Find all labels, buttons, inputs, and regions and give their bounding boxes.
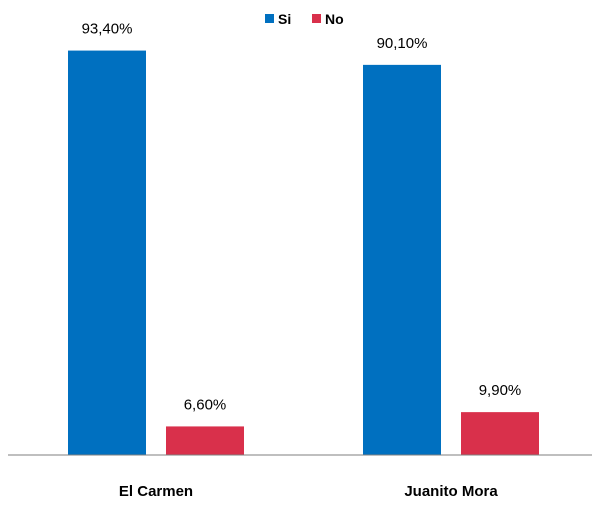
- bar-no-0: [166, 426, 244, 455]
- category-label-0: El Carmen: [119, 483, 193, 500]
- legend-swatch-no: [312, 14, 321, 23]
- bar-si-1: [363, 64, 441, 455]
- bars: [68, 50, 539, 455]
- legend-label-si: Si: [278, 11, 291, 27]
- value-labels: 93,40% 90,10% 6,60% 9,90%: [82, 21, 522, 414]
- value-label-no-0: 6,60%: [184, 396, 227, 413]
- legend-label-no: No: [325, 11, 344, 27]
- value-label-si-1: 90,10%: [377, 35, 428, 52]
- legend: Si No: [265, 11, 344, 27]
- category-labels: El Carmen Juanito Mora: [119, 483, 498, 500]
- legend-swatch-si: [265, 14, 274, 23]
- category-label-1: Juanito Mora: [404, 483, 498, 500]
- value-label-si-0: 93,40%: [82, 21, 133, 38]
- value-label-no-1: 9,90%: [479, 382, 522, 399]
- bar-si-0: [68, 50, 146, 455]
- bar-no-1: [461, 412, 539, 455]
